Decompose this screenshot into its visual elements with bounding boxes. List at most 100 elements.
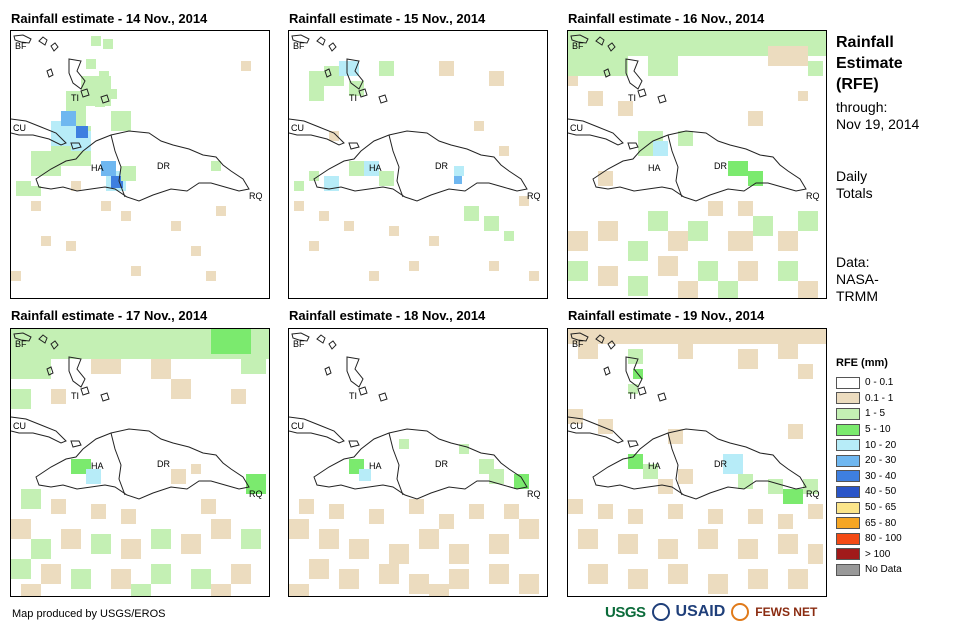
- rainfall-cell: [429, 584, 449, 596]
- rainfall-cell: [91, 36, 101, 46]
- rainfall-cell: [379, 564, 399, 584]
- map-label-cu: CU: [13, 421, 26, 431]
- rainfall-cell: [66, 241, 76, 251]
- rainfall-cell: [489, 469, 504, 484]
- rainfall-cell: [708, 509, 723, 524]
- rainfall-cell: [753, 216, 773, 236]
- rainfall-cell: [86, 469, 101, 484]
- rainfall-cell: [658, 256, 678, 276]
- rainfall-cell: [748, 509, 763, 524]
- legend-swatch: [836, 563, 860, 576]
- rainfall-cell: [788, 424, 803, 439]
- rainfall-cell: [459, 444, 469, 454]
- island-outline: [291, 332, 310, 342]
- island-outline: [378, 94, 388, 104]
- rainfall-cell: [61, 111, 76, 126]
- rainfall-cell: [653, 141, 668, 156]
- rainfall-cell: [241, 354, 266, 374]
- map-label-dr: DR: [714, 459, 727, 469]
- rainfall-cell: [339, 61, 359, 76]
- map-panel-6: BF CU TI HA DR RQ: [567, 328, 827, 597]
- rainfall-cell: [489, 564, 509, 584]
- rainfall-cell: [11, 359, 51, 379]
- cuba-outline: [11, 118, 67, 146]
- map-label-bf: BF: [293, 41, 305, 51]
- map-label-ha: HA: [369, 163, 382, 173]
- map-label-bf: BF: [572, 339, 584, 349]
- rainfall-cell: [798, 91, 808, 101]
- rainfall-cell: [708, 201, 723, 216]
- rainfall-cell: [289, 519, 309, 539]
- legend-item: 10 - 20: [836, 437, 902, 453]
- rainfall-cell: [339, 569, 359, 589]
- haiti-dr-border: [388, 432, 404, 496]
- island-outline: [595, 36, 605, 46]
- rainfall-cell: [643, 464, 658, 479]
- rainfall-cell: [211, 161, 221, 171]
- haiti-dr-border: [110, 134, 126, 198]
- rainfall-cell: [151, 564, 171, 584]
- rainfall-cell: [241, 529, 261, 549]
- rainfall-cell: [568, 231, 588, 251]
- hispaniola-outline: [35, 428, 250, 500]
- map-label-ti: TI: [349, 391, 357, 401]
- island-outline: [607, 42, 616, 52]
- rainfall-cell: [309, 559, 329, 579]
- legend-label: > 100: [865, 548, 891, 560]
- map-label-bf: BF: [15, 41, 27, 51]
- cuba-outline: [11, 416, 67, 444]
- rainfall-cell: [588, 564, 608, 584]
- island-outline: [627, 142, 639, 150]
- island-outline: [570, 332, 589, 342]
- island-outline: [316, 36, 326, 46]
- island-outline: [657, 392, 667, 402]
- island-outline: [80, 386, 90, 396]
- rainfall-cell: [111, 111, 131, 131]
- rainfall-cell: [568, 499, 583, 514]
- map-panel-3: BF CU TI HA DR RQ: [567, 30, 827, 299]
- legend-item: 40 - 50: [836, 484, 902, 500]
- rainfall-cell: [11, 271, 21, 281]
- island-outline: [316, 334, 326, 344]
- cuba-outline: [568, 416, 624, 444]
- rainfall-cell: [778, 261, 798, 281]
- cuba-outline: [289, 416, 345, 444]
- legend-label: 20 - 30: [865, 455, 897, 467]
- panel-title-4: Rainfall estimate - 17 Nov., 2014: [11, 308, 208, 323]
- rainfall-cell: [294, 201, 304, 211]
- rainfall-map: [11, 329, 269, 596]
- rainfall-cell: [121, 211, 131, 221]
- rainfall-map: [289, 332, 539, 596]
- map-label-ha: HA: [648, 163, 661, 173]
- island-outline: [358, 88, 368, 98]
- rainfall-cell: [131, 266, 141, 276]
- island-outline: [13, 332, 32, 342]
- legend-item: 30 - 40: [836, 469, 902, 485]
- rainfall-cell: [211, 329, 251, 354]
- rainfall-cell: [309, 241, 319, 251]
- rainfall-cell: [738, 539, 758, 559]
- rainfall-cell: [101, 201, 111, 211]
- rainfall-cell: [11, 559, 31, 579]
- rainfall-cell: [748, 171, 763, 186]
- rainfall-cell: [598, 266, 618, 286]
- island-outline: [595, 334, 605, 344]
- rainfall-cell: [628, 384, 638, 394]
- legend-item: 5 - 10: [836, 422, 902, 438]
- island-outline: [324, 68, 332, 78]
- legend-label: 10 - 20: [865, 439, 897, 451]
- legend-label: 65 - 80: [865, 517, 897, 529]
- rainfall-cell: [658, 479, 673, 494]
- rainfall-cell: [668, 231, 688, 251]
- rainfall-cell: [504, 231, 514, 241]
- rainfall-cell: [718, 281, 738, 298]
- map-label-dr: DR: [714, 161, 727, 171]
- rainfall-cell: [618, 534, 638, 554]
- rainfall-cell: [71, 569, 91, 589]
- rainfall-cell: [598, 171, 613, 186]
- daily-totals: Daily Totals: [836, 168, 873, 201]
- island-outline: [324, 366, 332, 376]
- rainfall-cell: [324, 176, 339, 191]
- rainfall-cell: [788, 569, 808, 589]
- rainfall-cell: [319, 529, 339, 549]
